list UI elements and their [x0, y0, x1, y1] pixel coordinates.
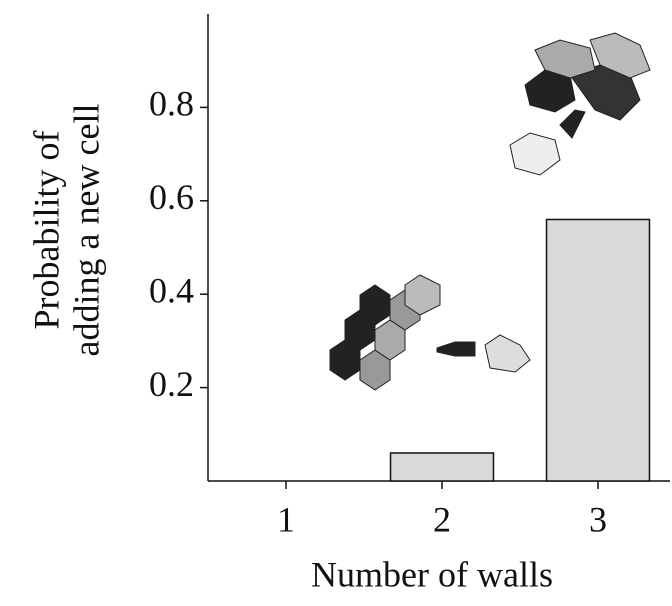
- y-axis-title: adding a new cell: [66, 104, 106, 357]
- x-axis-title: Number of walls: [311, 554, 553, 594]
- x-tick-label: 1: [277, 499, 295, 539]
- y-axis-title: Probability of: [26, 130, 66, 329]
- y-tick-label: 0.8: [149, 84, 194, 124]
- illustration-upper: [509, 32, 651, 176]
- bar: [389, 452, 495, 482]
- y-tick-label: 0.6: [149, 177, 194, 217]
- y-tick-label: 0.4: [149, 270, 194, 310]
- x-tick-label: 2: [433, 499, 451, 539]
- ylabel: Probability of adding a new cell: [26, 104, 106, 357]
- y-tick-label: 0.2: [149, 364, 194, 404]
- bar: [545, 218, 651, 482]
- illustration-lower: [329, 274, 531, 391]
- x-tick-label: 3: [589, 499, 607, 539]
